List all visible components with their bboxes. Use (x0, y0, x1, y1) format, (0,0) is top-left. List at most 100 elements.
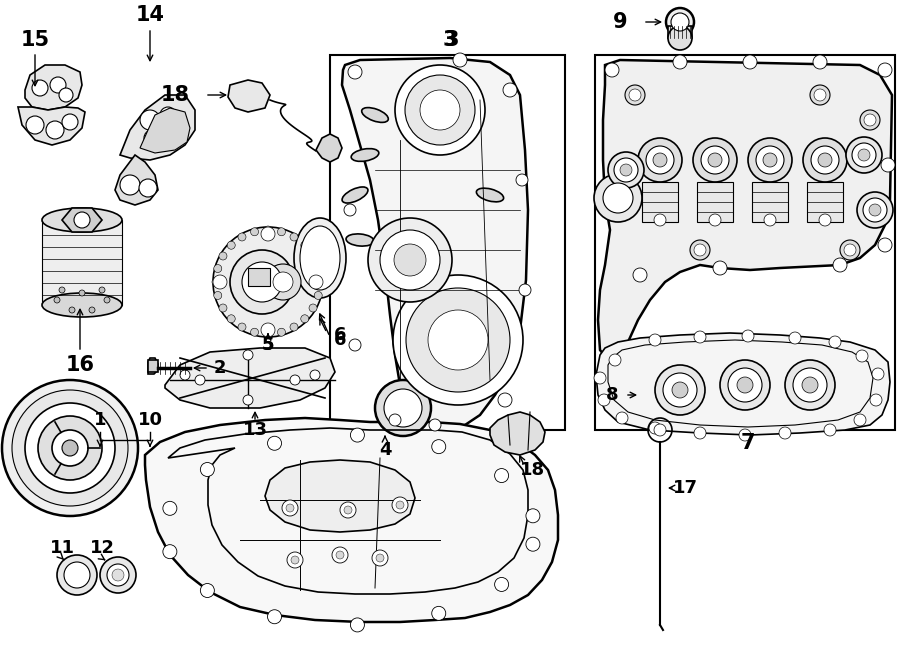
Circle shape (104, 297, 110, 303)
Circle shape (856, 350, 868, 362)
Circle shape (653, 153, 667, 167)
Circle shape (267, 436, 282, 450)
Circle shape (743, 55, 757, 69)
Circle shape (291, 556, 299, 564)
Polygon shape (265, 460, 415, 532)
Circle shape (69, 307, 75, 313)
Circle shape (59, 88, 73, 102)
Circle shape (608, 152, 644, 188)
Ellipse shape (42, 293, 122, 317)
Circle shape (609, 354, 621, 366)
Circle shape (290, 233, 298, 241)
Circle shape (720, 360, 770, 410)
Circle shape (290, 323, 298, 331)
Circle shape (230, 250, 294, 314)
Circle shape (785, 360, 835, 410)
Circle shape (25, 403, 115, 493)
Circle shape (526, 509, 540, 523)
Circle shape (654, 214, 666, 226)
Polygon shape (316, 134, 342, 162)
Circle shape (12, 390, 128, 506)
Circle shape (57, 555, 97, 595)
Circle shape (739, 429, 751, 441)
Ellipse shape (472, 303, 499, 317)
Circle shape (803, 138, 847, 182)
Circle shape (420, 90, 460, 130)
Circle shape (846, 137, 882, 173)
Circle shape (824, 424, 836, 436)
Circle shape (620, 164, 632, 176)
Circle shape (314, 264, 322, 272)
Circle shape (693, 138, 737, 182)
Circle shape (195, 375, 205, 385)
Text: 16: 16 (66, 355, 94, 375)
Bar (330, 55, 565, 430)
Circle shape (694, 244, 706, 256)
Circle shape (649, 422, 661, 434)
Circle shape (495, 578, 508, 592)
Circle shape (336, 551, 344, 559)
Circle shape (406, 288, 510, 392)
Text: 18: 18 (160, 85, 190, 105)
Circle shape (316, 278, 324, 286)
Ellipse shape (72, 216, 92, 224)
Circle shape (646, 146, 674, 174)
Circle shape (393, 275, 523, 405)
Bar (807, 182, 843, 222)
Circle shape (864, 114, 876, 126)
Text: 1: 1 (94, 411, 106, 429)
Circle shape (432, 440, 446, 453)
Circle shape (26, 116, 44, 134)
Circle shape (261, 323, 275, 337)
Circle shape (99, 287, 105, 293)
Ellipse shape (342, 187, 368, 203)
Circle shape (62, 440, 78, 456)
Bar (752, 182, 788, 222)
Circle shape (516, 174, 528, 186)
Circle shape (301, 315, 309, 323)
Polygon shape (148, 358, 158, 374)
Circle shape (638, 138, 682, 182)
Circle shape (598, 394, 610, 406)
Circle shape (860, 110, 880, 130)
Circle shape (813, 55, 827, 69)
Circle shape (737, 377, 753, 393)
Circle shape (495, 469, 508, 483)
Circle shape (498, 393, 512, 407)
Text: 5: 5 (262, 336, 274, 354)
Circle shape (748, 138, 792, 182)
Circle shape (213, 227, 323, 337)
Bar (668, 26, 692, 38)
Circle shape (614, 158, 638, 182)
Circle shape (79, 290, 85, 296)
Circle shape (395, 65, 485, 155)
Circle shape (375, 380, 431, 436)
Text: 14: 14 (136, 5, 165, 25)
Circle shape (429, 419, 441, 431)
Circle shape (238, 233, 246, 241)
Circle shape (112, 569, 124, 581)
Circle shape (810, 85, 830, 105)
Circle shape (250, 228, 258, 236)
Polygon shape (228, 80, 270, 112)
Bar (697, 182, 733, 222)
Polygon shape (596, 333, 890, 435)
Circle shape (654, 424, 666, 436)
Circle shape (878, 63, 892, 77)
Circle shape (872, 368, 884, 380)
Circle shape (277, 228, 285, 236)
Circle shape (603, 183, 633, 213)
Circle shape (265, 264, 301, 300)
Polygon shape (140, 108, 190, 153)
Polygon shape (25, 65, 82, 110)
Circle shape (594, 372, 606, 384)
Circle shape (818, 153, 832, 167)
Circle shape (120, 175, 140, 195)
Circle shape (858, 149, 870, 161)
Circle shape (811, 146, 839, 174)
Text: 5: 5 (262, 336, 274, 354)
Circle shape (863, 198, 887, 222)
Circle shape (625, 85, 645, 105)
Circle shape (869, 204, 881, 216)
Circle shape (74, 212, 90, 228)
